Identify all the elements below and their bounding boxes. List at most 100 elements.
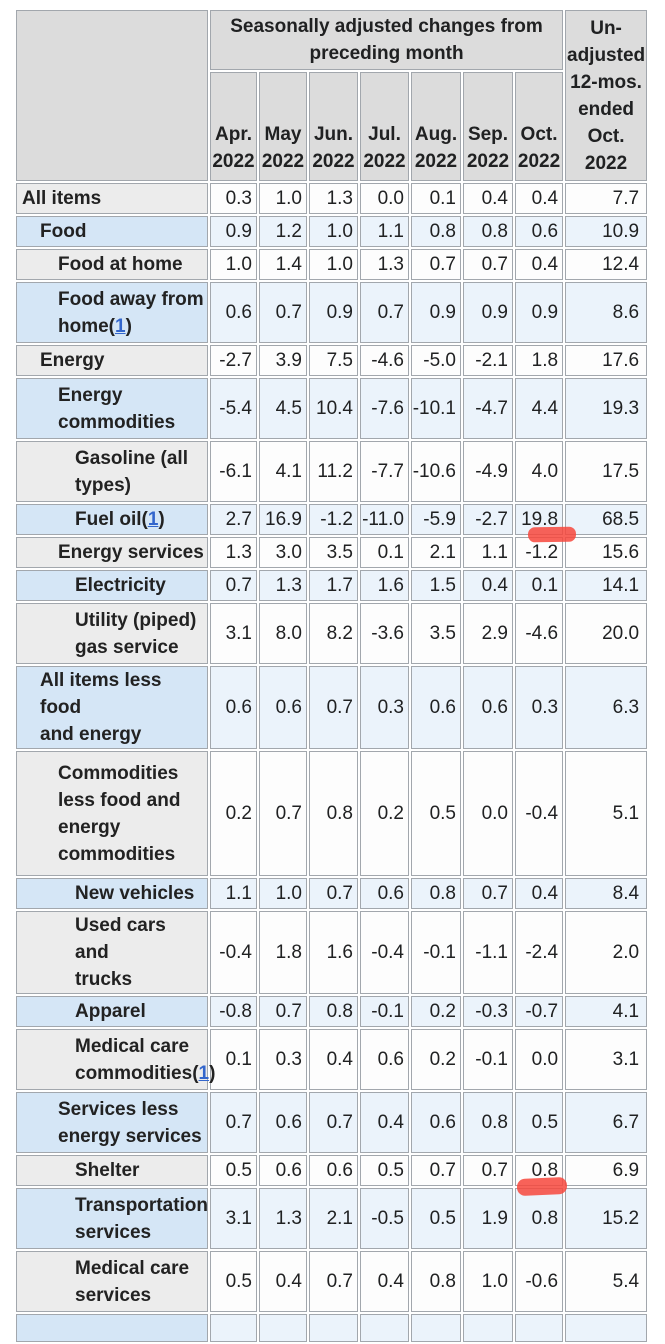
partial-row-cell [565,1314,648,1342]
gasoline-all-types-may-2022: 4.1 [259,441,307,502]
transportation-services-apr-2022: 3.1 [210,1188,257,1249]
gasoline-all-types-jul-2022: -7.7 [360,441,409,502]
shelter-may-2022: 0.6 [259,1155,307,1186]
table-row: Energy services 1.3 3.0 3.5 0.1 2.1 1.1 -1.2 15.… [16,537,648,568]
table-row: All items 0.3 1.0 1.3 0.0 0.1 0.4 0.4 7.7 [16,183,648,214]
month-header-aug-2022: Aug. 2022 [411,72,461,181]
shelter-unadjusted-12-mos: 6.9 [565,1155,648,1186]
energy-services-unadjusted-12-mos: 15.6 [565,537,648,568]
food-at-home-sep-2022: 0.7 [463,249,513,280]
apparel-unadjusted-12-mos: 4.1 [565,996,648,1027]
table-row: Medical care commodities(1) 0.1 0.3 0.4 0.6 0.… [16,1029,648,1090]
all-items-less-food-and-energy-sep-2022: 0.6 [463,666,513,749]
new-vehicles-unadjusted-12-mos: 8.4 [565,878,648,909]
commodities-less-food-and-energy-commodities-may-2022: 0.7 [259,751,307,876]
food-away-from-home-1-jul-2022: 0.7 [360,282,409,343]
electricity-sep-2022: 0.4 [463,570,513,601]
food-apr-2022: 0.9 [210,216,257,247]
partial-row-cell [411,1314,461,1342]
all-items-less-food-and-energy-apr-2022: 0.6 [210,666,257,749]
all-items-aug-2022: 0.1 [411,183,461,214]
all-items-less-food-and-energy-unadjusted-12-mos: 6.3 [565,666,648,749]
services-less-energy-services-apr-2022: 0.7 [210,1092,257,1153]
fuel-oil-1-oct-2022: 19.8 [515,504,577,543]
energy-commodities-apr-2022: -5.4 [210,378,257,439]
electricity-jul-2022: 1.6 [360,570,409,601]
apparel-oct-2022: -0.7 [515,996,564,1027]
used-cars-and-trucks-aug-2022: -0.1 [411,911,461,994]
row-label-apparel: Apparel [16,996,208,1027]
energy-sep-2022: -2.1 [463,345,513,376]
partial-row-cell [210,1314,257,1342]
energy-may-2022: 3.9 [259,345,307,376]
utility-piped-gas-service-may-2022: 8.0 [259,603,307,664]
new-vehicles-aug-2022: 0.8 [411,878,461,909]
shelter-sep-2022: 0.7 [463,1155,513,1186]
commodities-less-food-and-energy-commodities-apr-2022: 0.2 [210,751,257,876]
food-oct-2022: 0.6 [515,216,564,247]
utility-piped-gas-service-jul-2022: -3.6 [360,603,409,664]
row-label-utility-piped-gas-service: Utility (piped) gas service [16,603,208,664]
medical-care-services-aug-2022: 0.8 [411,1251,461,1312]
table-row: Transportation services 3.1 1.3 2.1 -0.5 0.5 1.… [16,1188,648,1249]
shelter-aug-2022: 0.7 [411,1155,461,1186]
all-items-oct-2022: 0.4 [515,183,564,214]
food-away-from-home-1-may-2022: 0.7 [259,282,307,343]
food-jul-2022: 1.1 [360,216,409,247]
shelter-jun-2022: 0.6 [309,1155,358,1186]
all-items-sep-2022: 0.4 [463,183,513,214]
table-row: Medical care services 0.5 0.4 0.7 0.4 0.8 1.0 -0… [16,1251,648,1312]
new-vehicles-oct-2022: 0.4 [515,878,564,909]
energy-oct-2022: 1.8 [515,345,564,376]
partial-row-cell [16,1314,208,1342]
row-label-new-vehicles: New vehicles [16,878,208,909]
row-label-medical-care-services: Medical care services [16,1251,208,1312]
apparel-sep-2022: -0.3 [463,996,513,1027]
electricity-aug-2022: 1.5 [411,570,461,601]
food-sep-2022: 0.8 [463,216,513,247]
energy-unadjusted-12-mos: 17.6 [565,345,648,376]
month-header-jun-2022: Jun. 2022 [309,72,358,181]
row-label-medical-care-commodities-1: Medical care commodities(1) [16,1029,215,1090]
utility-piped-gas-service-jun-2022: 8.2 [309,603,358,664]
gasoline-all-types-unadjusted-12-mos: 17.5 [565,441,648,502]
food-away-from-home-1-apr-2022: 0.6 [210,282,257,343]
footnote-1-link[interactable]: 1 [115,315,126,337]
services-less-energy-services-may-2022: 0.6 [259,1092,307,1153]
medical-care-services-apr-2022: 0.5 [210,1251,257,1312]
transportation-services-sep-2022: 1.9 [463,1188,513,1249]
fuel-oil-1-jul-2022: -11.0 [360,504,409,535]
transportation-services-jul-2022: -0.5 [360,1188,409,1249]
transportation-services-unadjusted-12-mos: 15.2 [565,1188,648,1249]
apparel-apr-2022: -0.8 [210,996,257,1027]
medical-care-services-jun-2022: 0.7 [309,1251,358,1312]
utility-piped-gas-service-oct-2022: -4.6 [515,603,564,664]
medical-care-services-jul-2022: 0.4 [360,1251,409,1312]
transportation-services-jun-2022: 2.1 [309,1188,358,1249]
month-header-apr-2022: Apr. 2022 [210,72,257,181]
energy-services-may-2022: 3.0 [259,537,307,568]
row-label-energy: Energy [16,345,208,376]
table-row: Food 0.9 1.2 1.0 1.1 0.8 0.8 0.6 10.9 [16,216,648,247]
medical-care-commodities-1-may-2022: 0.3 [259,1029,307,1090]
electricity-apr-2022: 0.7 [210,570,257,601]
food-at-home-apr-2022: 1.0 [210,249,257,280]
food-at-home-unadjusted-12-mos: 12.4 [565,249,648,280]
footnote-1-link[interactable]: 1 [147,509,159,530]
table-row: Food away from home(1) 0.6 0.7 0.9 0.7 0.9 0.9 0… [16,282,648,343]
used-cars-and-trucks-may-2022: 1.8 [259,911,307,994]
medical-care-commodities-1-oct-2022: 0.0 [515,1029,564,1090]
row-label-food-away-from-home-1: Food away from home(1) [16,282,208,343]
apparel-aug-2022: 0.2 [411,996,461,1027]
month-header-row: Apr. 2022 May 2022 Jun. 2022 Jul. 2022 Aug. 2022 S… [16,72,647,181]
table-row: Apparel -0.8 0.7 0.8 -0.1 0.2 -0.3 -0.7 4.1 [16,996,648,1027]
month-header-may-2022: May 2022 [259,72,307,181]
energy-commodities-jul-2022: -7.6 [360,378,409,439]
row-label-food-at-home: Food at home [16,249,208,280]
month-header-jul-2022: Jul. 2022 [360,72,409,181]
transportation-services-aug-2022: 0.5 [411,1188,461,1249]
group-header-cell: Seasonally adjusted changes from precedi… [210,10,564,70]
footnote-1-link[interactable]: 1 [198,1062,210,1084]
used-cars-and-trucks-jun-2022: 1.6 [309,911,358,994]
food-jun-2022: 1.0 [309,216,358,247]
